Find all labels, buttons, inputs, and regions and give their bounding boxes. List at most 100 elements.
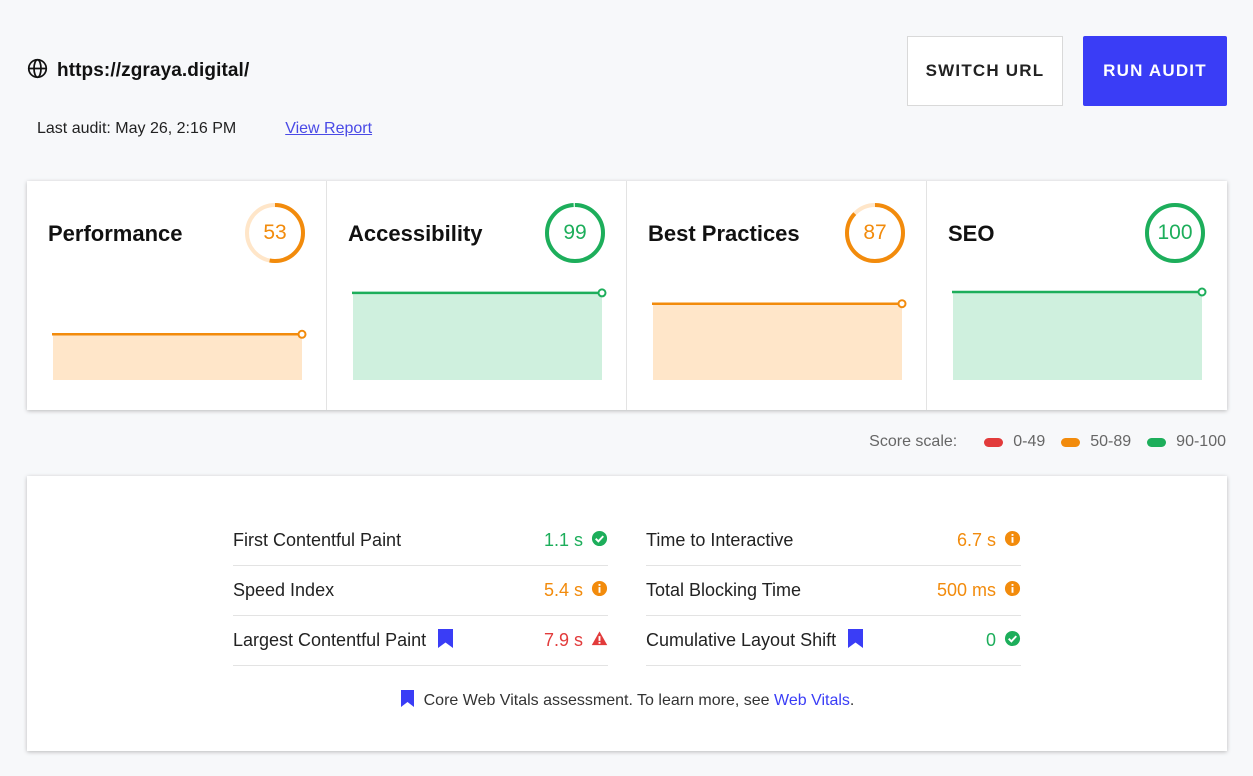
metric-name: Largest Contentful Paint xyxy=(233,630,427,650)
score-history-chart xyxy=(52,329,307,380)
scale-range: 0-49 xyxy=(1013,433,1046,450)
metric-name: Total Blocking Time xyxy=(646,580,802,600)
scale-item-red: 0-49 xyxy=(984,433,1045,451)
score-area xyxy=(653,303,902,380)
metric-name: First Contentful Paint xyxy=(233,530,402,550)
core-web-vitals-note: Core Web Vitals assessment. To learn mor… xyxy=(27,689,1227,713)
gauge-arc xyxy=(245,203,305,263)
bookmark-icon xyxy=(400,689,415,713)
metric-name: Speed Index xyxy=(233,580,335,600)
metrics-panel: First Contentful Paint 1.1 s Speed Index 5.… xyxy=(27,476,1227,751)
score-gauge: 87 xyxy=(844,202,906,264)
bookmark-icon xyxy=(437,628,454,654)
globe-icon xyxy=(27,58,48,84)
check-circle-icon xyxy=(591,530,608,552)
metric-value: 7.9 s xyxy=(543,630,583,650)
metric-name-wrap: Total Blocking Time xyxy=(646,580,801,601)
metric-value: 6.7 s xyxy=(956,530,996,550)
metric-row: Cumulative Layout Shift 0 xyxy=(646,616,1021,666)
score-scale-legend: Score scale: 0-49 50-89 90-100 xyxy=(869,433,1226,451)
metric-value: 0 xyxy=(985,630,996,650)
site-url: https://zgraya.digital/ xyxy=(57,60,250,81)
info-circle-icon xyxy=(1004,580,1021,602)
metric-value-wrap: 7.9 s xyxy=(544,630,608,652)
category-card-seo[interactable]: SEO 100 xyxy=(927,181,1227,410)
gauge-ring xyxy=(1145,203,1205,263)
metrics-column-right: Time to Interactive 6.7 s Total Blocking T… xyxy=(646,516,1021,666)
metric-name-wrap: Largest Contentful Paint xyxy=(233,628,454,654)
metric-value: 500 ms xyxy=(936,580,996,600)
metric-value-wrap: 0 xyxy=(986,630,1021,652)
category-title: Accessibility xyxy=(348,221,483,246)
green-pill-icon xyxy=(1147,437,1167,447)
bookmark-icon xyxy=(847,628,864,654)
score-gauge: 53 xyxy=(244,202,306,264)
score-value: 87 xyxy=(863,221,887,244)
score-point xyxy=(597,288,607,298)
category-card-accessibility[interactable]: Accessibility 99 xyxy=(327,181,627,410)
red-pill-icon xyxy=(984,437,1004,447)
category-title: SEO xyxy=(948,221,995,246)
metric-name: Time to Interactive xyxy=(646,530,794,550)
gauge-ring xyxy=(245,203,305,263)
category-card-best-practices[interactable]: Best Practices 87 xyxy=(627,181,927,410)
category-card-performance[interactable]: Performance 53 xyxy=(27,181,327,410)
scale-item-green: 90-100 xyxy=(1147,433,1226,451)
metric-name-wrap: Time to Interactive xyxy=(646,530,793,551)
score-point xyxy=(297,329,307,339)
gauge-arc xyxy=(1145,203,1205,263)
metric-value: 1.1 s xyxy=(543,530,583,550)
metric-row: First Contentful Paint 1.1 s xyxy=(233,516,608,566)
footnote-period: . xyxy=(849,692,855,709)
score-scale-label: Score scale: xyxy=(869,433,958,450)
score-history-chart xyxy=(952,287,1207,380)
metric-name-wrap: Cumulative Layout Shift xyxy=(646,628,864,654)
score-value: 100 xyxy=(1157,221,1193,244)
check-circle-icon xyxy=(1004,630,1021,652)
metric-row: Time to Interactive 6.7 s xyxy=(646,516,1021,566)
score-area xyxy=(353,292,602,380)
run-audit-button[interactable]: RUN AUDIT xyxy=(1083,36,1227,106)
metric-value-wrap: 1.1 s xyxy=(544,530,608,552)
metric-value-wrap: 6.7 s xyxy=(957,530,1021,552)
gauge-arc xyxy=(545,203,605,263)
scale-item-orange: 50-89 xyxy=(1061,433,1131,451)
gauge-ring xyxy=(545,203,605,263)
score-point xyxy=(897,299,907,309)
score-value: 53 xyxy=(263,221,287,244)
info-circle-icon xyxy=(1004,530,1021,552)
view-report-link[interactable]: View Report xyxy=(285,120,373,137)
metric-name-wrap: First Contentful Paint xyxy=(233,530,401,551)
score-gauge: 99 xyxy=(544,202,606,264)
metric-value-wrap: 500 ms xyxy=(937,580,1021,602)
score-area xyxy=(953,292,1202,380)
metric-name: Cumulative Layout Shift xyxy=(646,630,837,650)
metric-row: Total Blocking Time 500 ms xyxy=(646,566,1021,616)
score-value: 99 xyxy=(563,221,587,244)
audit-info: Last audit: May 26, 2:16 PM View Report xyxy=(37,120,372,138)
info-circle-icon xyxy=(591,580,608,602)
score-area xyxy=(53,334,302,380)
scale-range: 90-100 xyxy=(1176,433,1226,450)
web-vitals-link[interactable]: Web Vitals xyxy=(774,692,850,709)
metrics-column-left: First Contentful Paint 1.1 s Speed Index 5.… xyxy=(233,516,608,666)
last-audit-text: Last audit: May 26, 2:16 PM xyxy=(37,120,237,137)
metric-row: Largest Contentful Paint 7.9 s xyxy=(233,616,608,666)
scale-range: 50-89 xyxy=(1090,433,1132,450)
metric-name-wrap: Speed Index xyxy=(233,580,334,601)
score-history-chart xyxy=(652,299,907,380)
switch-url-button[interactable]: SWITCH URL xyxy=(907,36,1063,106)
url-display: https://zgraya.digital/ xyxy=(27,58,249,84)
score-history-chart xyxy=(352,288,607,380)
category-title: Performance xyxy=(48,221,183,246)
footnote-text: Core Web Vitals assessment. To learn mor… xyxy=(423,692,770,709)
metric-row: Speed Index 5.4 s xyxy=(233,566,608,616)
score-gauge: 100 xyxy=(1144,202,1206,264)
category-cards: Performance 53 Accessibility 99 Best Pract… xyxy=(27,181,1227,410)
gauge-ring xyxy=(845,203,905,263)
score-point xyxy=(1197,287,1207,297)
warning-triangle-icon xyxy=(591,630,608,652)
metric-value: 5.4 s xyxy=(543,580,583,600)
orange-pill-icon xyxy=(1061,437,1081,447)
metric-value-wrap: 5.4 s xyxy=(544,580,608,602)
